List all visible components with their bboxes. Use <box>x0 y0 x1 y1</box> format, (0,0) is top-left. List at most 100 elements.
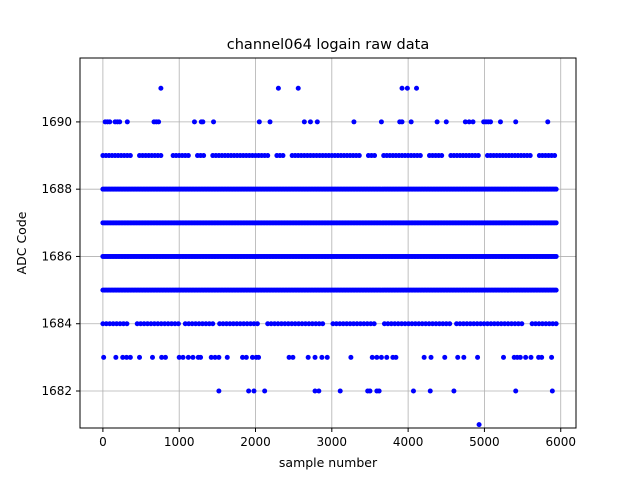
data-point <box>286 354 292 360</box>
data-point <box>217 321 223 327</box>
data-point <box>185 354 191 360</box>
data-point <box>464 321 470 327</box>
data-point <box>234 321 240 327</box>
data-points <box>100 85 559 428</box>
data-point <box>306 321 312 327</box>
data-point <box>545 119 551 125</box>
data-point <box>305 354 311 360</box>
y-axis-label: ADC Code <box>14 211 29 274</box>
data-point <box>127 153 133 159</box>
data-point <box>417 153 423 159</box>
data-point <box>395 321 401 327</box>
data-point <box>553 220 559 226</box>
x-tick-label: 4000 <box>393 435 424 449</box>
data-point <box>462 119 468 125</box>
data-point <box>351 119 357 125</box>
data-point <box>159 354 165 360</box>
data-point <box>296 321 302 327</box>
data-point <box>216 388 222 394</box>
data-point <box>127 354 133 360</box>
data-point <box>275 85 281 91</box>
data-point <box>495 321 501 327</box>
data-point <box>368 321 374 327</box>
data-point <box>470 119 476 125</box>
data-point <box>141 321 147 327</box>
data-point <box>256 119 262 125</box>
data-point <box>124 354 130 360</box>
data-point <box>553 287 559 293</box>
data-point <box>185 153 191 159</box>
data-point <box>241 321 247 327</box>
data-point <box>216 354 222 360</box>
data-point <box>244 321 250 327</box>
data-point <box>416 321 422 327</box>
data-point <box>344 321 350 327</box>
y-tick-label: 1690 <box>41 115 72 129</box>
data-point <box>519 321 525 327</box>
data-point <box>190 354 196 360</box>
data-point <box>333 321 339 327</box>
data-point <box>553 321 559 327</box>
data-point <box>165 321 171 327</box>
data-point <box>340 321 346 327</box>
data-point <box>412 321 418 327</box>
data-point <box>191 119 197 125</box>
data-point <box>316 388 322 394</box>
data-point <box>114 321 120 327</box>
data-point <box>280 153 286 159</box>
data-point <box>385 321 391 327</box>
data-point <box>182 321 188 327</box>
data-point <box>553 253 559 259</box>
data-point <box>227 321 233 327</box>
data-point <box>120 354 126 360</box>
data-point <box>158 85 164 91</box>
data-point <box>302 321 308 327</box>
data-point <box>454 321 460 327</box>
data-point <box>299 321 305 327</box>
y-tick-label: 1686 <box>41 249 72 263</box>
data-point <box>488 119 494 125</box>
data-point <box>546 321 552 327</box>
data-point <box>502 321 508 327</box>
data-point <box>138 321 144 327</box>
data-point <box>488 321 494 327</box>
data-point <box>120 321 126 327</box>
data-point <box>246 388 252 394</box>
data-point <box>543 321 549 327</box>
data-point <box>324 354 330 360</box>
data-point <box>262 388 268 394</box>
data-point <box>539 321 545 327</box>
data-point <box>172 321 178 327</box>
data-point <box>124 321 130 327</box>
data-point <box>474 321 480 327</box>
data-point <box>367 388 373 394</box>
data-point <box>388 321 394 327</box>
x-tick-label: 0 <box>99 435 107 449</box>
data-point <box>426 321 432 327</box>
data-point <box>337 321 343 327</box>
data-point <box>439 153 445 159</box>
data-point <box>466 119 472 125</box>
data-point <box>475 153 481 159</box>
data-point <box>505 321 511 327</box>
x-axis-label: sample number <box>279 455 378 470</box>
data-point <box>156 119 162 125</box>
data-point <box>347 321 353 327</box>
data-point <box>550 321 556 327</box>
data-point <box>211 119 217 125</box>
data-point <box>251 388 257 394</box>
data-point <box>461 354 467 360</box>
x-tick-label: 3000 <box>317 435 348 449</box>
data-point <box>443 119 449 125</box>
data-point <box>348 354 354 360</box>
data-point <box>212 354 218 360</box>
data-point <box>419 321 425 327</box>
data-point <box>316 321 322 327</box>
data-point <box>189 321 195 327</box>
data-point <box>256 354 262 360</box>
data-point <box>475 354 481 360</box>
data-point <box>434 119 440 125</box>
data-point <box>101 354 107 360</box>
data-point <box>210 321 216 327</box>
